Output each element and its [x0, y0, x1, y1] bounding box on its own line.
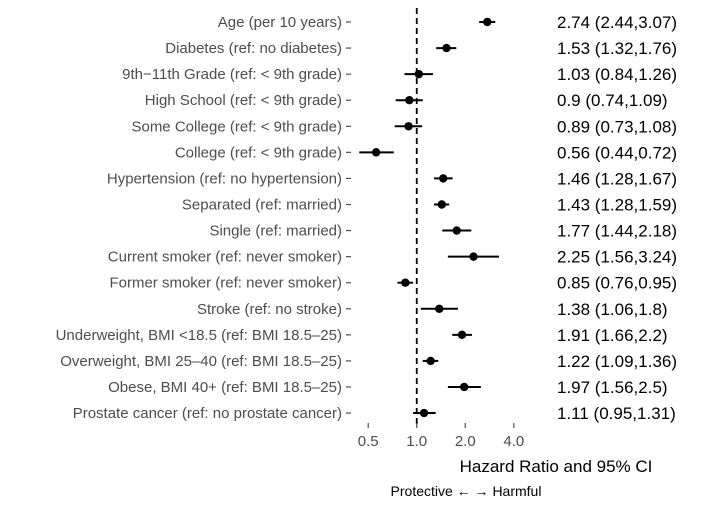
forest-row: Obese, BMI 40+ (ref: BMI 18.5–25) 1.97 (1…: [108, 378, 667, 397]
hr-point: [401, 278, 410, 287]
forest-row: High School (ref: < 9th grade) 0.9 (0.74,…: [145, 91, 668, 110]
hr-point: [419, 408, 429, 418]
hr-point: [460, 382, 469, 392]
hr-point: [483, 17, 492, 27]
row-label: Former smoker (ref: never smoker): [109, 275, 342, 292]
hr-point: [452, 226, 461, 235]
forest-row: Overweight, BMI 25–40 (ref: BMI 18.5–25)…: [60, 352, 677, 371]
hr-point: [469, 252, 478, 261]
hr-point: [404, 122, 413, 131]
forest-row: Some College (ref: < 9th grade) 0.89 (0.7…: [131, 117, 677, 136]
x-tick-label: 1.0: [406, 433, 427, 450]
row-label: Overweight, BMI 25–40 (ref: BMI 18.5–25): [60, 353, 342, 370]
row-label: Age (per 10 years): [218, 14, 342, 31]
row-label: Stroke (ref: no stroke): [197, 301, 342, 318]
row-label: Single (ref: married): [209, 223, 342, 240]
x-axis-title: Hazard Ratio and 95% CI: [460, 457, 653, 476]
hr-estimate-text: 1.53 (1.32,1.76): [557, 39, 677, 58]
hr-estimate-text: 1.22 (1.09,1.36): [557, 352, 677, 371]
hr-estimate-text: 1.11 (0.95,1.31): [557, 404, 676, 423]
x-axis: 0.5 1.0 2.0 4.0: [358, 423, 524, 450]
hr-estimate-text: 2.25 (1.56,3.24): [557, 248, 677, 267]
row-label: High School (ref: < 9th grade): [145, 92, 342, 109]
forest-row: Separated (ref: married) 1.43 (1.28,1.59): [182, 195, 677, 214]
hr-estimate-text: 1.97 (1.56,2.5): [557, 378, 668, 397]
forest-row: 9th−11th Grade (ref: < 9th grade) 1.03 (0…: [122, 65, 677, 84]
hr-estimate-text: 1.43 (1.28,1.59): [557, 195, 677, 214]
hr-point: [435, 304, 444, 313]
forest-row: Stroke (ref: no stroke) 1.38 (1.06,1.8): [197, 300, 668, 319]
hr-estimate-text: 0.85 (0.76,0.95): [557, 274, 677, 293]
row-label: Prostate cancer (ref: no prostate cancer…: [73, 405, 342, 422]
hr-estimate-text: 0.9 (0.74,1.09): [557, 91, 668, 110]
direction-label: Protective ← → Harmful: [391, 483, 542, 499]
hr-point: [437, 200, 446, 209]
forest-row: Hypertension (ref: no hypertension) 1.46 …: [107, 169, 677, 188]
row-label: Obese, BMI 40+ (ref: BMI 18.5–25): [108, 379, 342, 396]
forest-rows: Age (per 10 years) 2.74 (2.44,3.07) Diabet…: [56, 13, 677, 423]
hr-point: [405, 96, 414, 105]
row-label: Some College (ref: < 9th grade): [131, 118, 342, 135]
x-tick-label: 4.0: [503, 433, 524, 450]
forest-row: Prostate cancer (ref: no prostate cancer…: [73, 404, 676, 423]
forest-row: Former smoker (ref: never smoker) 0.85 (0…: [109, 274, 677, 293]
row-label: Separated (ref: married): [182, 196, 342, 213]
hr-estimate-text: 1.91 (1.66,2.2): [557, 326, 668, 345]
row-label: 9th−11th Grade (ref: < 9th grade): [122, 66, 342, 83]
row-label: Underweight, BMI <18.5 (ref: BMI 18.5–25…: [56, 327, 342, 344]
x-tick-label: 2.0: [455, 433, 476, 450]
forest-row: Diabetes (ref: no diabetes) 1.53 (1.32,1.…: [165, 39, 677, 58]
row-label: Diabetes (ref: no diabetes): [165, 40, 342, 57]
hr-point: [439, 174, 448, 183]
hr-estimate-text: 1.38 (1.06,1.8): [557, 300, 668, 319]
forest-row: Age (per 10 years) 2.74 (2.44,3.07): [218, 13, 677, 32]
hr-estimate-text: 0.56 (0.44,0.72): [557, 143, 677, 162]
hr-point: [371, 148, 381, 157]
x-tick-label: 0.5: [358, 433, 379, 450]
hr-estimate-text: 1.46 (1.28,1.67): [557, 169, 677, 188]
hr-point: [457, 330, 467, 340]
forest-row: Single (ref: married) 1.77 (1.44,2.18): [209, 222, 677, 241]
hr-estimate-text: 0.89 (0.73,1.08): [557, 117, 677, 136]
hr-estimate-text: 2.74 (2.44,3.07): [557, 13, 677, 32]
hr-point: [442, 43, 451, 53]
forest-row: Underweight, BMI <18.5 (ref: BMI 18.5–25…: [56, 326, 668, 345]
hr-estimate-text: 1.03 (0.84,1.26): [557, 65, 677, 84]
hr-point: [426, 356, 435, 366]
row-label: Hypertension (ref: no hypertension): [107, 170, 342, 187]
row-label: College (ref: < 9th grade): [175, 144, 342, 161]
forest-row: College (ref: < 9th grade) 0.56 (0.44,0.7…: [175, 143, 677, 162]
hr-estimate-text: 1.77 (1.44,2.18): [557, 222, 677, 241]
forest-row: Current smoker (ref: never smoker) 2.25 (…: [108, 248, 677, 267]
row-label: Current smoker (ref: never smoker): [108, 249, 342, 266]
